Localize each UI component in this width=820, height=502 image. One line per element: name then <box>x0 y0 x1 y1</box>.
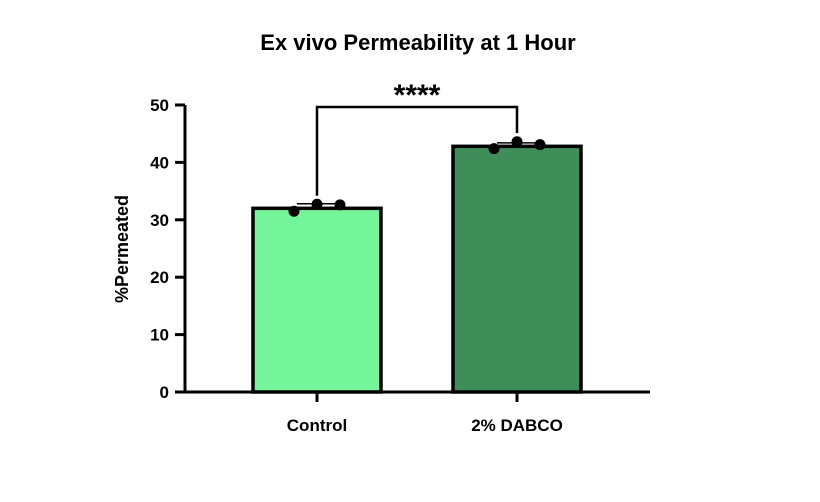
y-axis-title: %Permeated <box>112 195 132 303</box>
bar <box>451 144 583 394</box>
y-tick-label: 10 <box>150 326 169 345</box>
data-point <box>288 205 300 217</box>
y-tick-label: 40 <box>150 153 169 172</box>
data-points <box>288 136 546 217</box>
data-point <box>311 198 323 210</box>
x-tick-label: 2% DABCO <box>471 416 563 435</box>
y-tick-label: 0 <box>160 383 169 402</box>
significance-bracket: **** <box>315 79 519 196</box>
significance-line <box>315 105 519 196</box>
significance-label: **** <box>394 79 441 112</box>
y-tick-label: 50 <box>150 96 169 115</box>
x-tick-label: Control <box>287 416 347 435</box>
data-point <box>534 139 546 151</box>
data-point <box>488 143 500 155</box>
chart-title: Ex vivo Permeability at 1 Hour <box>260 30 576 55</box>
y-tick-label: 20 <box>150 268 169 287</box>
y-tick-label: 30 <box>150 211 169 230</box>
data-point <box>334 199 346 211</box>
bar <box>251 206 383 394</box>
bars <box>251 142 583 394</box>
data-point <box>511 136 523 148</box>
